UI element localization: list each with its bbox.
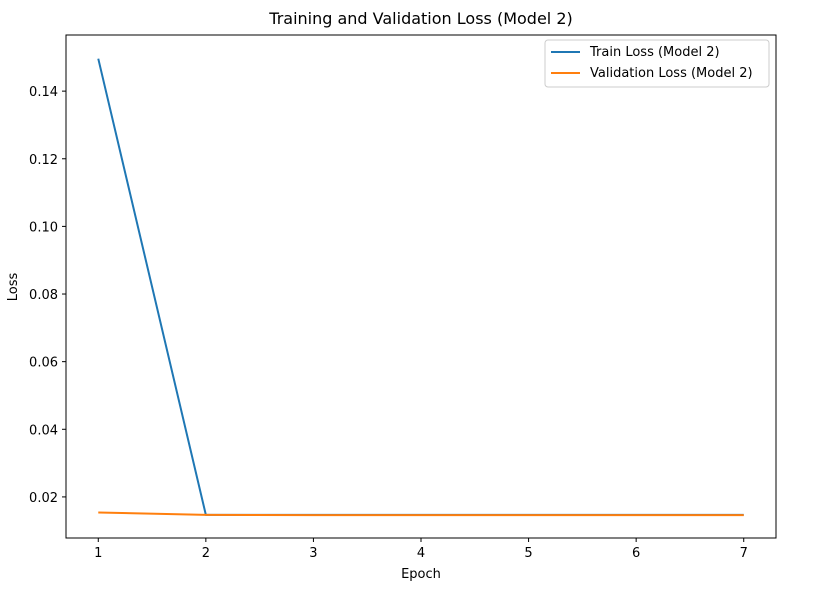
plot-area [65,34,777,539]
y-tick-label: 0.10 [29,220,58,235]
y-tick-label: 0.04 [29,423,58,438]
x-tick-label: 7 [740,546,748,561]
y-axis-ticks: 0.02 0.04 0.06 0.08 0.10 0.12 0.14 [29,85,66,506]
x-axis-label: Epoch [401,567,441,582]
y-tick-label: 0.14 [29,85,58,100]
x-axis-ticks: 1 2 3 4 5 6 7 [94,538,748,561]
y-axis-label: Loss [6,273,21,302]
legend: Train Loss (Model 2) Validation Loss (Mo… [544,39,770,88]
x-tick-label: 5 [524,546,532,561]
legend-label-train: Train Loss (Model 2) [589,45,720,60]
y-tick-label: 0.06 [29,356,58,371]
y-tick-label: 0.12 [29,153,58,168]
chart-title: Training and Validation Loss (Model 2) [268,9,572,28]
validation-loss-line [98,511,744,517]
x-tick-label: 2 [202,546,210,561]
x-tick-label: 1 [94,546,102,561]
legend-label-validation: Validation Loss (Model 2) [590,66,753,81]
y-tick-label: 0.08 [29,288,58,303]
x-tick-label: 4 [417,546,425,561]
series-lines [97,58,744,517]
x-tick-label: 3 [309,546,317,561]
x-tick-label: 6 [632,546,640,561]
legend-box [544,39,770,88]
y-tick-label: 0.02 [29,491,58,506]
